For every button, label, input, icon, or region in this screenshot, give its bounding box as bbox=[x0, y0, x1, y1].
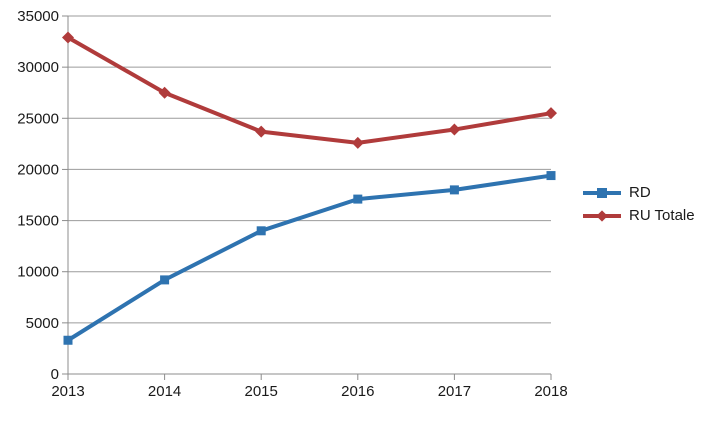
x-tick-label: 2016 bbox=[341, 383, 374, 400]
data-point-marker bbox=[353, 194, 363, 204]
legend-label-ru-totale: RU Totale bbox=[629, 207, 695, 224]
series-line-rd bbox=[66, 173, 552, 342]
data-point-marker bbox=[160, 275, 170, 285]
y-tick-label: 20000 bbox=[17, 161, 59, 178]
y-tick-label: 25000 bbox=[17, 110, 59, 127]
x-tick-label: 2017 bbox=[438, 383, 471, 400]
x-tick-label: 2014 bbox=[148, 383, 181, 400]
data-point-marker bbox=[449, 185, 459, 195]
x-tick-label: 2018 bbox=[534, 383, 567, 400]
y-tick-label: 0 bbox=[51, 366, 59, 383]
data-point-marker bbox=[63, 335, 73, 345]
data-point-marker bbox=[62, 31, 74, 44]
rd-line-swatch bbox=[583, 188, 621, 198]
x-tick-label: 2015 bbox=[245, 383, 278, 400]
y-tick-label: 5000 bbox=[26, 315, 59, 332]
data-point-marker bbox=[255, 125, 268, 138]
square-marker-icon bbox=[597, 188, 607, 198]
data-point-marker bbox=[158, 86, 171, 99]
series-line-ru-totale bbox=[67, 35, 552, 145]
x-tick-label: 2013 bbox=[51, 383, 84, 400]
legend-item-rd: RD bbox=[583, 184, 695, 202]
y-tick-label: 15000 bbox=[17, 213, 59, 230]
diamond-marker-icon bbox=[596, 210, 608, 222]
legend-item-ru-totale: RU Totale bbox=[583, 207, 695, 225]
ru-totale-line-swatch bbox=[583, 210, 621, 222]
data-point-marker bbox=[351, 136, 364, 149]
legend-label-rd: RD bbox=[629, 184, 651, 201]
y-tick-label: 35000 bbox=[17, 8, 59, 25]
data-point-marker bbox=[448, 123, 461, 136]
data-point-marker bbox=[545, 107, 557, 120]
y-tick-label: 30000 bbox=[17, 59, 59, 76]
data-point-marker bbox=[256, 226, 266, 236]
data-point-marker bbox=[546, 171, 556, 181]
y-tick-label: 10000 bbox=[17, 264, 59, 281]
legend: RD RU Totale bbox=[583, 184, 695, 225]
